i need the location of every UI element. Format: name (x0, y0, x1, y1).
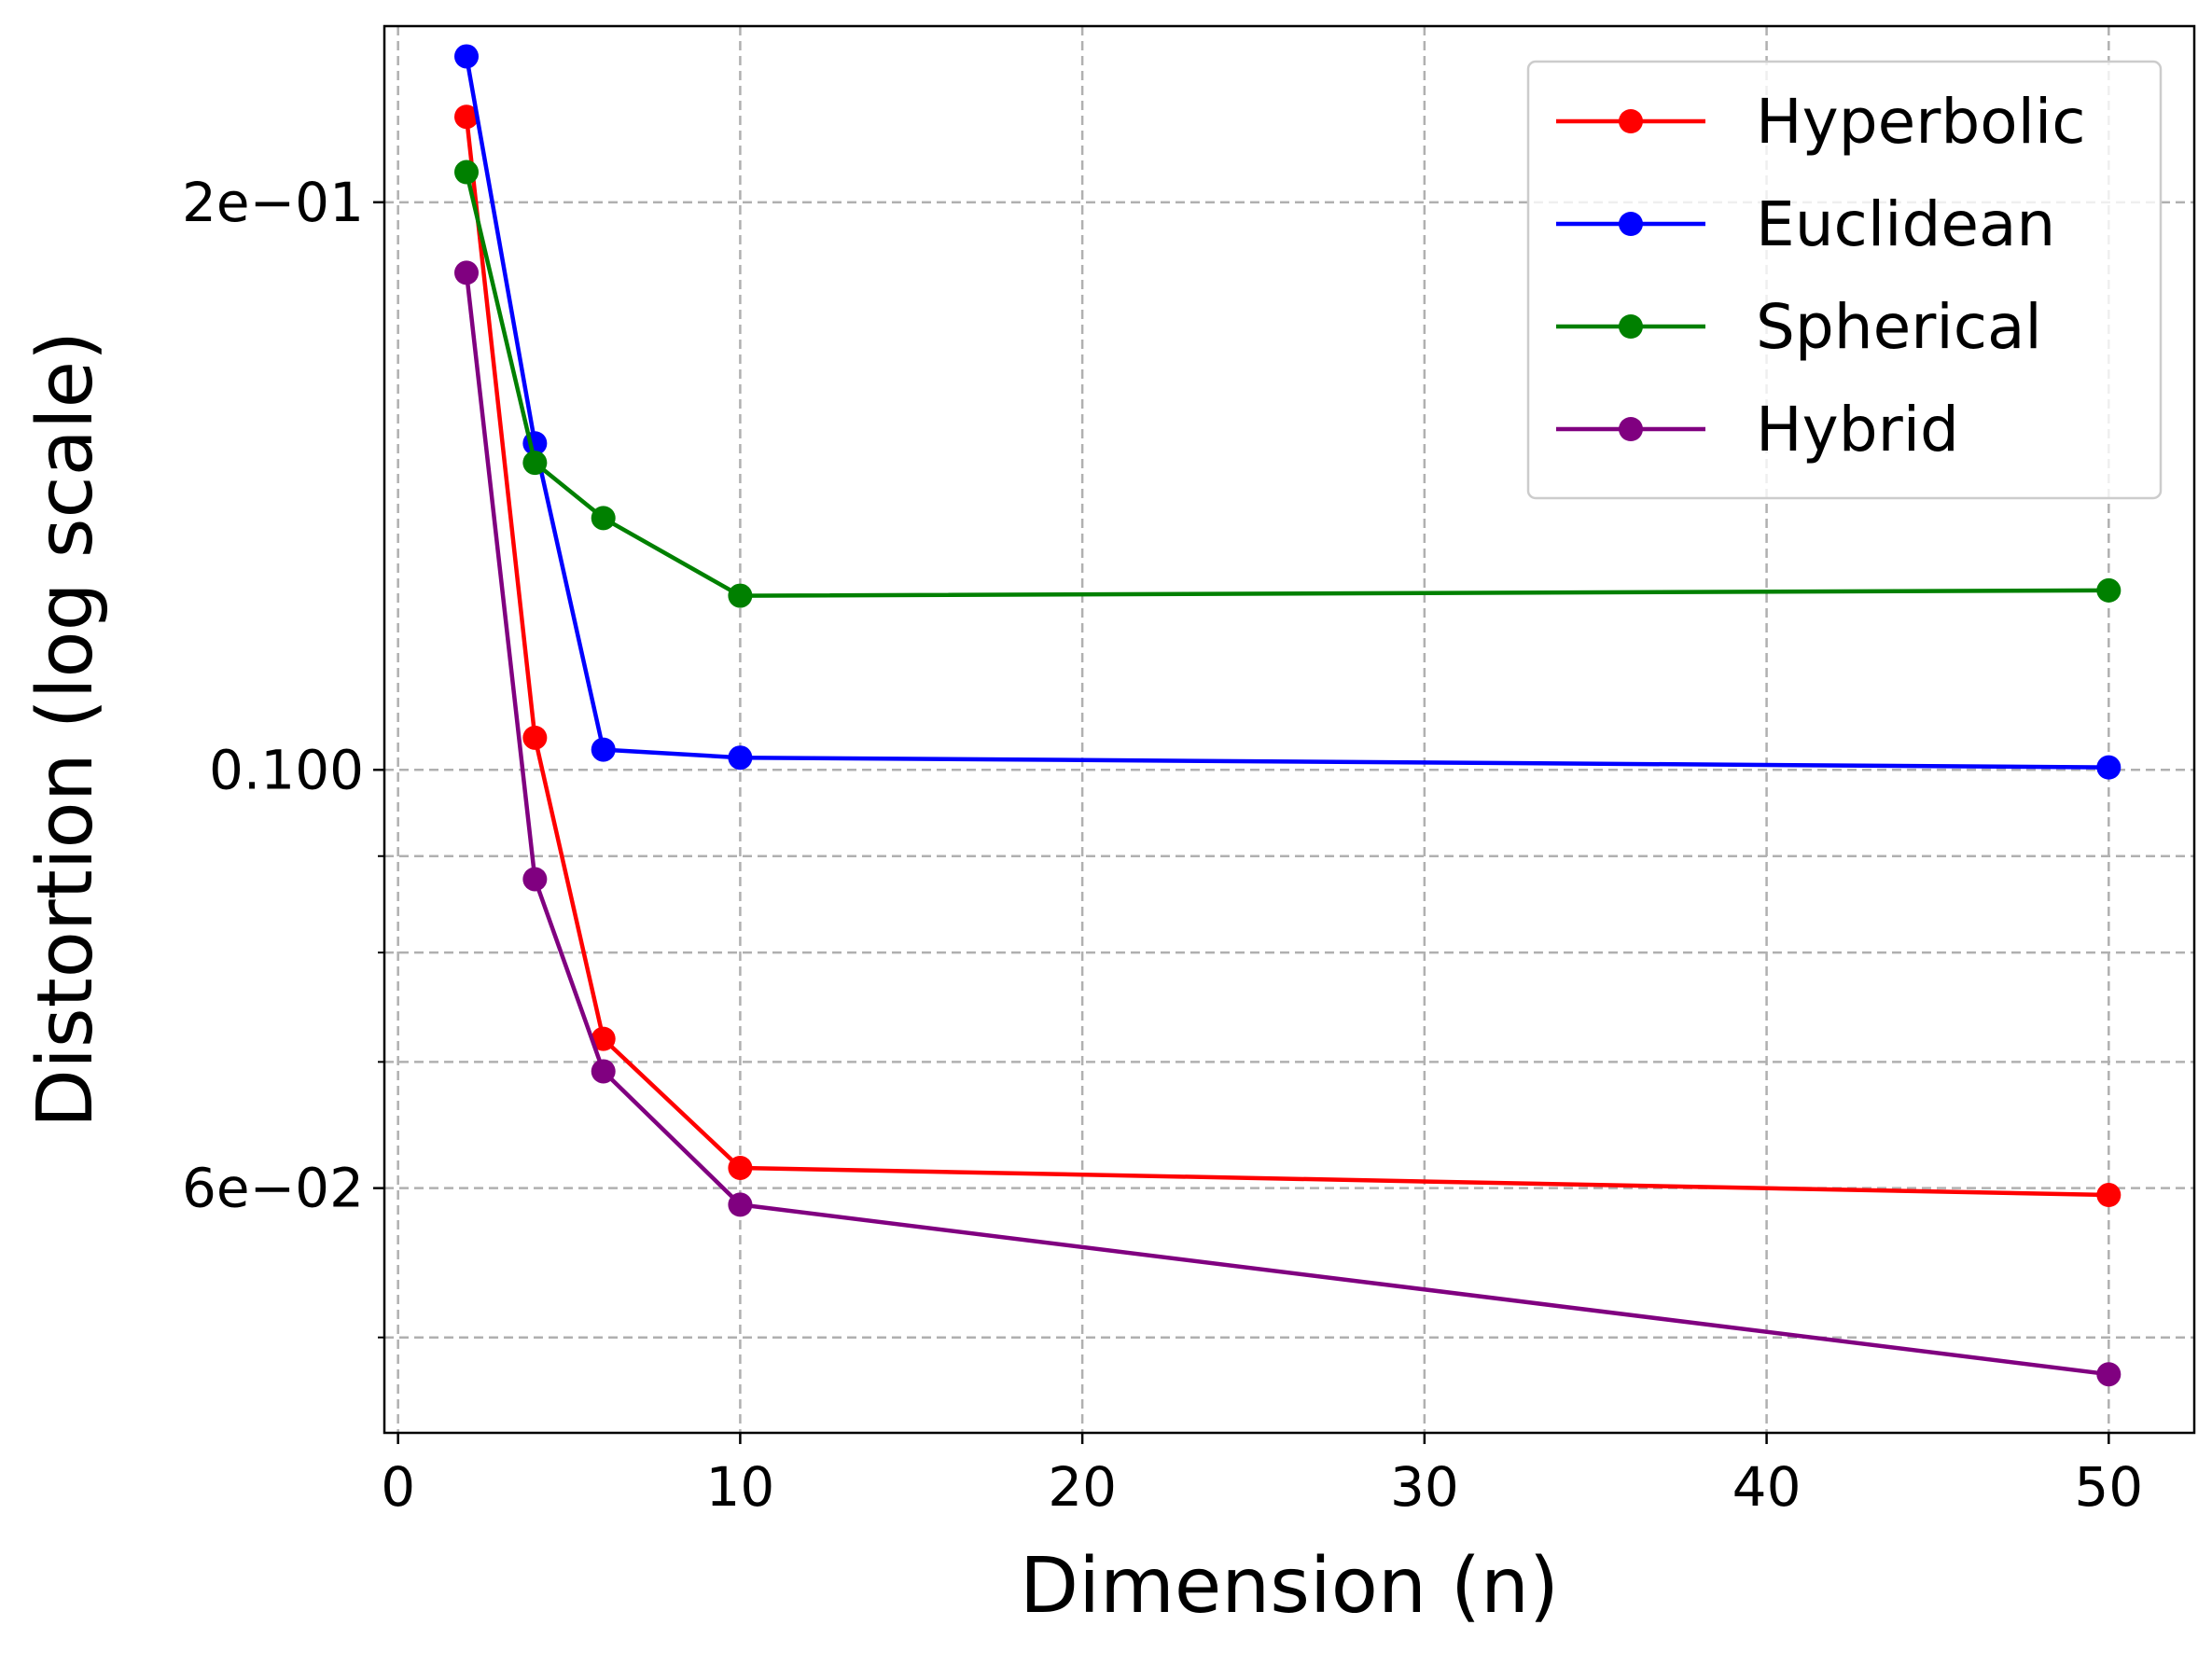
legend-label: Hyperbolic (1756, 86, 2086, 158)
series-spherical (454, 160, 2122, 608)
x-tick-label: 20 (1048, 1455, 1117, 1519)
legend-swatch-marker (1619, 314, 1643, 339)
data-point-hybrid (2096, 1362, 2122, 1387)
legend-item-hyperbolic: Hyperbolic (1556, 86, 2086, 158)
series-layer (454, 44, 2122, 1387)
y-tick-label: 6e−02 (182, 1157, 364, 1220)
ticks: 0 10 20 30 40 50 6e−02 0.100 2e−01 (182, 171, 2143, 1519)
data-point-spherical (454, 160, 480, 185)
grid (384, 26, 2194, 1433)
series-hyperbolic (454, 104, 2122, 1208)
legend-swatch-marker (1619, 109, 1643, 133)
legend-swatch-marker (1619, 417, 1643, 441)
plot-frame (383, 24, 2196, 1435)
series-euclidean (454, 44, 2122, 780)
data-point-hyperbolic (522, 725, 548, 750)
series-hybrid (454, 260, 2122, 1387)
data-point-euclidean (728, 745, 753, 771)
legend-label: Euclidean (1756, 188, 2055, 260)
x-tick-label: 10 (705, 1455, 774, 1519)
data-point-euclidean (2096, 755, 2122, 780)
legend-swatch-marker (1619, 212, 1643, 236)
data-point-hybrid (454, 260, 480, 285)
legend-box (1526, 60, 2163, 500)
data-point-hybrid (728, 1192, 753, 1217)
x-tick-label: 40 (1732, 1455, 1802, 1519)
x-tick-label: 0 (381, 1455, 415, 1519)
data-point-hyperbolic (454, 104, 480, 130)
y-axis-title: Distortion (log scale) (21, 331, 110, 1128)
y-tick-label: 0.100 (209, 738, 364, 801)
x-tick-label: 50 (2074, 1455, 2143, 1519)
data-point-spherical (728, 583, 753, 608)
y-tick-label: 2e−01 (182, 171, 364, 234)
data-point-euclidean (454, 44, 480, 69)
legend-item-hybrid: Hybrid (1556, 394, 1959, 465)
legend: Hyperbolic Euclidean Spherical Hybrid (1526, 60, 2163, 500)
data-point-spherical (522, 451, 548, 476)
legend-item-spherical: Spherical (1556, 291, 2042, 363)
x-axis-title: Dimension (n) (1020, 1542, 1559, 1631)
data-point-spherical (591, 506, 616, 531)
data-point-hyperbolic (728, 1155, 753, 1180)
legend-item-euclidean: Euclidean (1556, 188, 2055, 260)
legend-label: Spherical (1756, 291, 2042, 363)
data-point-euclidean (591, 737, 616, 762)
legend-label: Hybrid (1756, 394, 1959, 465)
data-point-hybrid (522, 867, 548, 892)
data-point-hyperbolic (2096, 1183, 2122, 1208)
x-tick-label: 30 (1390, 1455, 1459, 1519)
data-point-hyperbolic (591, 1026, 616, 1051)
data-point-hybrid (591, 1059, 616, 1084)
data-point-spherical (2096, 577, 2122, 603)
